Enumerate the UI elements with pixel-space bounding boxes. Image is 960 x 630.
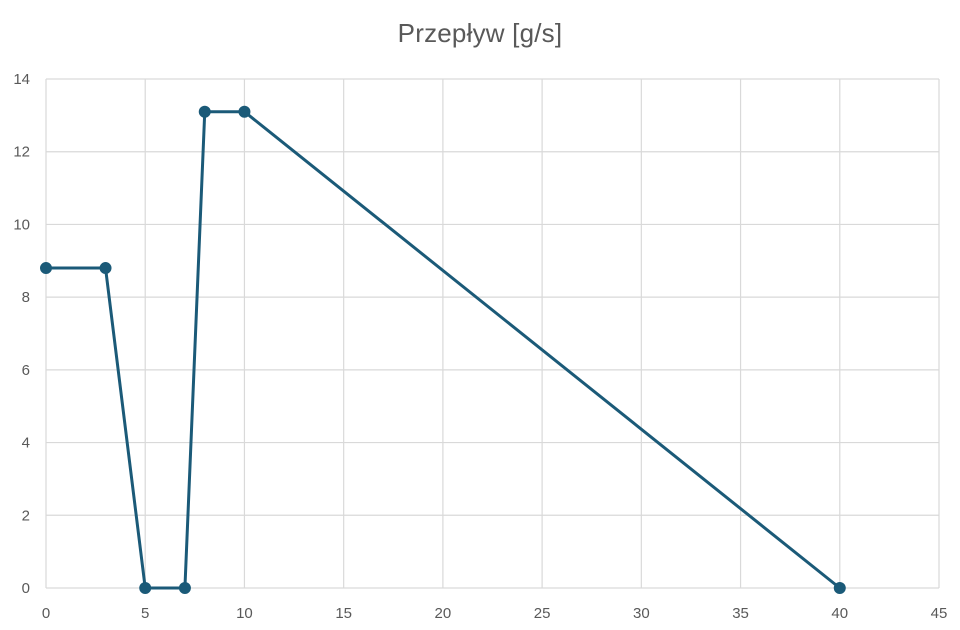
grid bbox=[45, 78, 940, 589]
x-tick-label: 35 bbox=[732, 605, 749, 622]
x-tick-label: 25 bbox=[534, 605, 551, 622]
y-tick-label: 0 bbox=[22, 580, 30, 597]
x-tick-label: 40 bbox=[831, 605, 848, 622]
tick-labels: 0 2 4 6 8 10 12 14 0 5 10 15 20 25 30 35 40 45 bbox=[13, 71, 947, 622]
chart-title: Przepływ [g/s] bbox=[397, 18, 563, 48]
x-tick-label: 45 bbox=[931, 605, 948, 622]
y-tick-label: 4 bbox=[22, 435, 30, 452]
y-tick-label: 12 bbox=[13, 144, 30, 161]
data-point bbox=[139, 582, 152, 594]
y-tick-label: 2 bbox=[22, 507, 30, 524]
y-tick-label: 14 bbox=[13, 71, 30, 88]
data-point bbox=[40, 262, 52, 275]
data-point bbox=[99, 262, 112, 275]
x-tick-label: 10 bbox=[236, 605, 253, 622]
data-point bbox=[238, 105, 251, 118]
x-tick-label: 30 bbox=[633, 605, 650, 622]
x-tick-label: 20 bbox=[435, 605, 452, 622]
y-tick-label: 10 bbox=[13, 216, 30, 233]
x-tick-label: 0 bbox=[42, 605, 50, 622]
data-point bbox=[833, 582, 846, 594]
x-tick-label: 5 bbox=[141, 605, 149, 622]
data-point bbox=[178, 582, 191, 594]
data-point bbox=[198, 105, 211, 118]
y-tick-label: 8 bbox=[22, 289, 30, 306]
y-tick-label: 6 bbox=[22, 362, 30, 379]
x-tick-label: 15 bbox=[335, 605, 352, 622]
series bbox=[40, 105, 846, 594]
